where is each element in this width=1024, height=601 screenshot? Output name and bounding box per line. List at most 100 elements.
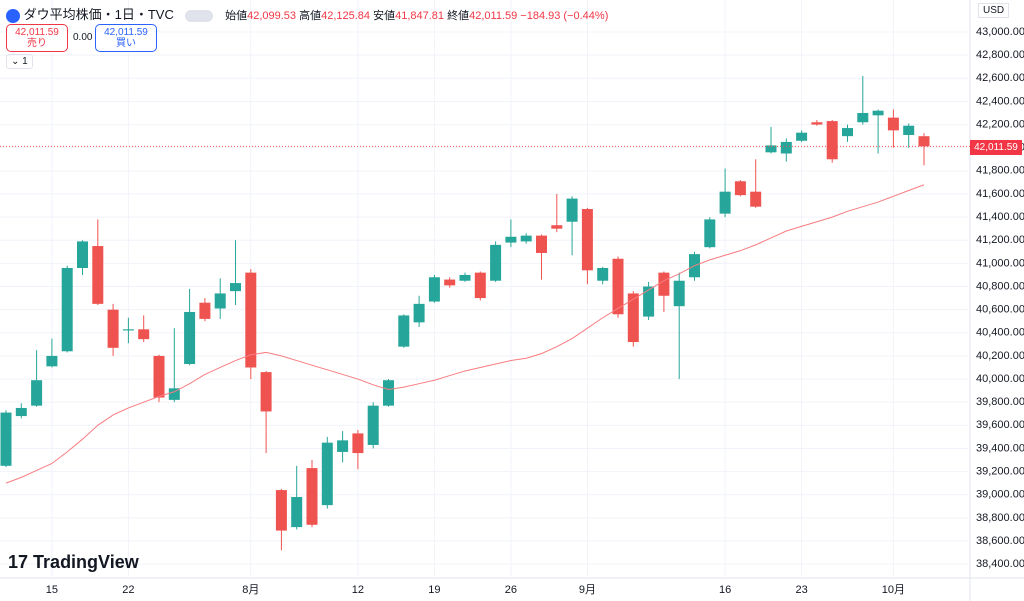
y-tick-label: 39,200.00 [976, 465, 1024, 477]
y-tick-label: 42,800.00 [976, 49, 1024, 61]
candle-body [184, 311, 196, 365]
candle-body [352, 433, 364, 454]
y-tick-label: 42,600.00 [976, 72, 1024, 84]
y-tick-label: 39,400.00 [976, 442, 1024, 454]
candle-body [428, 277, 440, 302]
y-tick-label: 42,200.00 [976, 118, 1024, 130]
candle-body [245, 272, 257, 368]
candle-body [230, 283, 241, 292]
candle-body [77, 241, 88, 269]
candle-body [627, 293, 639, 343]
candle-body [459, 274, 471, 281]
c-value: 42,011.59 [469, 10, 518, 22]
y-tick-label: 41,000.00 [976, 257, 1024, 269]
x-tick-label: 8月 [242, 584, 259, 596]
brand-name: TradingView [33, 552, 139, 572]
candle-body [337, 440, 349, 452]
symbol-icon [6, 8, 20, 23]
candle-body [566, 198, 578, 222]
brand: 17 TradingView [8, 552, 139, 572]
symbol[interactable]: ダウ平均株価・1日・TVC [23, 7, 174, 22]
y-tick-label: 43,000.00 [976, 26, 1024, 38]
x-tick-label: 26 [505, 584, 517, 596]
candle-body [61, 268, 73, 352]
y-tick-label: 40,400.00 [976, 327, 1024, 339]
last-price-label: 42,011.59 [970, 140, 1022, 155]
y-tick-label: 38,400.00 [976, 558, 1024, 570]
candle-body [719, 191, 731, 214]
x-tick-label: 16 [719, 584, 731, 596]
y-tick-label: 40,000.00 [976, 373, 1024, 385]
candle-body [780, 141, 792, 154]
candle-body [490, 244, 502, 281]
moving-average [5, 184, 925, 484]
candle-body [122, 329, 134, 331]
indicators-toggle[interactable]: ⌄ 1 [6, 54, 33, 69]
candle-body [704, 219, 716, 248]
buy-button[interactable]: 42,011.59 買い [95, 24, 157, 52]
x-tick-label: 23 [795, 584, 807, 596]
buy-price: 42,011.59 [104, 27, 148, 38]
candle-body [505, 236, 517, 243]
candle-body [138, 329, 150, 340]
candle-body [92, 246, 104, 304]
candle-body [46, 355, 58, 367]
candle-body [826, 121, 838, 160]
candle-body [612, 258, 624, 315]
candle-body [796, 132, 808, 141]
y-tick-label: 41,600.00 [976, 188, 1024, 200]
candle-body [367, 405, 379, 445]
x-tick-label: 19 [428, 584, 440, 596]
y-tick-label: 41,800.00 [976, 165, 1024, 177]
candle-body [857, 113, 869, 123]
y-tick-label: 40,600.00 [976, 304, 1024, 316]
candle-body [551, 225, 563, 229]
candle-body [168, 388, 180, 400]
l-label: 安値 [373, 10, 396, 22]
candle-body [413, 303, 425, 323]
candle-body [811, 122, 823, 125]
buy-label: 買い [116, 38, 136, 49]
o-label: 始値 [225, 10, 248, 22]
sell-price: 42,011.59 [15, 27, 59, 38]
candle-body [765, 145, 777, 153]
candle-body [260, 372, 272, 412]
y-tick-label: 39,000.00 [976, 489, 1024, 501]
c-label: 終値 [447, 10, 470, 22]
candle-body [306, 468, 318, 525]
candle-body [750, 191, 762, 207]
currency[interactable]: USD [978, 3, 1010, 18]
toggle[interactable] [185, 9, 214, 22]
y-tick-label: 38,800.00 [976, 512, 1024, 524]
candle-body [0, 412, 12, 466]
indicator-count: 1 [22, 56, 28, 67]
h-value: 42,125.84 [321, 10, 371, 22]
y-tick-label: 41,200.00 [976, 234, 1024, 246]
candle-body [398, 315, 410, 347]
x-tick-label: 9月 [579, 584, 596, 596]
h-label: 高値 [299, 10, 322, 22]
candle-body [199, 302, 211, 319]
candle-body [474, 272, 486, 299]
candle-body [15, 407, 27, 417]
candle-body [520, 235, 532, 242]
candle-body [214, 293, 226, 309]
candle-body [673, 280, 685, 307]
candle-body [321, 442, 333, 506]
x-tick-label: 22 [122, 584, 134, 596]
header: ダウ平均株価・1日・TVC 始値42,099.53 高値42,125.84 安値… [6, 4, 608, 23]
candle-body [107, 309, 119, 348]
y-tick-label: 40,200.00 [976, 350, 1024, 362]
y-tick-label: 39,800.00 [976, 396, 1024, 408]
candle-body [842, 128, 853, 137]
candle-body [291, 497, 303, 528]
candle-body [536, 235, 547, 253]
spread: 0.00 [73, 32, 93, 43]
sell-button[interactable]: 42,011.59 売り [6, 24, 68, 52]
candle-body [383, 380, 394, 406]
o-value: 42,099.53 [247, 10, 297, 22]
candle-body [918, 136, 930, 147]
x-tick-label: 15 [46, 584, 58, 596]
y-tick-label: 38,600.00 [976, 535, 1024, 547]
